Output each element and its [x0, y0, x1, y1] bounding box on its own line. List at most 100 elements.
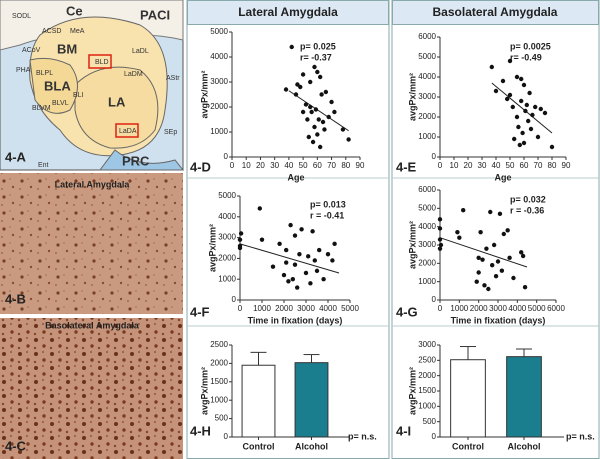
region-label: BLPL — [36, 70, 53, 77]
region-label: SODL — [12, 13, 31, 20]
point — [277, 241, 282, 247]
point — [507, 255, 512, 261]
stat-annotation: r = -0.36 — [510, 205, 544, 215]
region-label: LaDL — [132, 48, 149, 55]
point — [457, 235, 462, 240]
y-axis-label: avgPx/mm² — [407, 367, 417, 415]
point — [316, 117, 321, 122]
stat-annotation: p= n.s. — [348, 431, 377, 441]
stat-annotation: p= 0.0025 — [510, 41, 551, 51]
region-label: BLVM — [32, 105, 51, 112]
prc-region — [99, 149, 185, 171]
y-tick-label: 0 — [432, 432, 437, 441]
point — [523, 108, 528, 114]
y-tick-label: 5000 — [210, 27, 228, 36]
y-tick-label: 2000 — [418, 371, 436, 380]
x-tick-label: 0 — [438, 161, 443, 170]
point — [306, 254, 311, 259]
y-tick-label: 0 — [432, 295, 437, 304]
point — [340, 127, 346, 132]
x-axis-label: Time in fixation (days) — [248, 315, 343, 325]
point — [530, 112, 535, 118]
point — [542, 110, 548, 116]
point — [237, 245, 243, 251]
trend-line — [288, 90, 349, 132]
y-tick-label: 0 — [224, 432, 229, 441]
la-region — [74, 66, 159, 149]
trend-line — [491, 82, 553, 134]
point — [312, 258, 317, 263]
y-tick-label: 1500 — [210, 377, 228, 386]
y-tick-label: 6000 — [418, 32, 436, 41]
point — [259, 237, 265, 242]
point — [322, 127, 327, 132]
y-tick-label: 4000 — [218, 212, 236, 221]
point — [526, 118, 531, 124]
point — [484, 246, 489, 251]
region-label: Ent — [38, 162, 49, 169]
roi-box — [88, 54, 112, 69]
point — [512, 136, 517, 142]
point — [455, 229, 460, 235]
y-tick-label: 2000 — [418, 112, 436, 121]
point — [519, 76, 524, 82]
x-tick-label: 70 — [534, 161, 543, 170]
point — [489, 64, 494, 70]
point — [505, 228, 510, 233]
point — [323, 89, 329, 95]
point — [507, 58, 513, 64]
point — [238, 231, 244, 236]
point — [499, 268, 505, 273]
stat-annotation: r = -0.41 — [310, 210, 344, 220]
point — [310, 229, 315, 234]
x-tick-label: 60 — [520, 161, 529, 170]
y-tick-label: 5000 — [418, 203, 436, 212]
point — [313, 107, 319, 112]
point — [330, 258, 335, 263]
y-tick-label: 1000 — [418, 401, 436, 410]
point — [517, 142, 522, 148]
y-tick-label: 1000 — [418, 277, 436, 286]
y-tick-label: 1000 — [218, 274, 236, 283]
y-axis-label: avgPx/mm² — [199, 367, 209, 415]
y-tick-label: 500 — [215, 414, 229, 423]
point — [321, 277, 326, 282]
point — [332, 241, 337, 247]
point — [315, 132, 320, 137]
point — [476, 255, 481, 261]
y-tick-label: 0 — [432, 152, 437, 161]
y-tick-label: 3000 — [418, 340, 436, 349]
y-tick-label: 2000 — [218, 254, 236, 263]
point — [312, 64, 317, 70]
x-axis-label: Age — [494, 172, 511, 182]
point — [308, 104, 313, 110]
y-tick-label: 4000 — [210, 52, 228, 61]
y-tick-label: 3000 — [418, 92, 436, 101]
x-tick-label: 60 — [313, 161, 322, 170]
column-title: Basolateral Amygdala — [433, 5, 558, 19]
point — [493, 88, 499, 94]
y-tick-label: 6000 — [418, 185, 436, 194]
histology-image — [0, 173, 183, 314]
x-tick-label: 50 — [506, 161, 515, 170]
point — [303, 102, 309, 107]
point — [437, 237, 443, 242]
stat-annotation: p= 0.032 — [510, 194, 546, 204]
x-tick-label: 0 — [238, 304, 243, 313]
point — [514, 114, 520, 120]
y-tick-label: 3000 — [418, 240, 436, 249]
point — [319, 92, 324, 97]
y-tick-label: 500 — [423, 417, 437, 426]
stat-annotation: p= n.s. — [566, 431, 595, 441]
point — [524, 102, 529, 108]
panel-label: 4-E — [396, 159, 417, 174]
region-label: LaDA — [119, 128, 137, 135]
x-tick-label: Alcohol — [508, 441, 541, 451]
x-tick-label: 10 — [242, 161, 251, 170]
point — [306, 134, 311, 140]
point — [284, 247, 289, 253]
x-tick-label: 2000 — [275, 304, 293, 313]
point — [480, 257, 485, 262]
point — [488, 209, 493, 215]
y-tick-label: 2000 — [210, 102, 228, 111]
